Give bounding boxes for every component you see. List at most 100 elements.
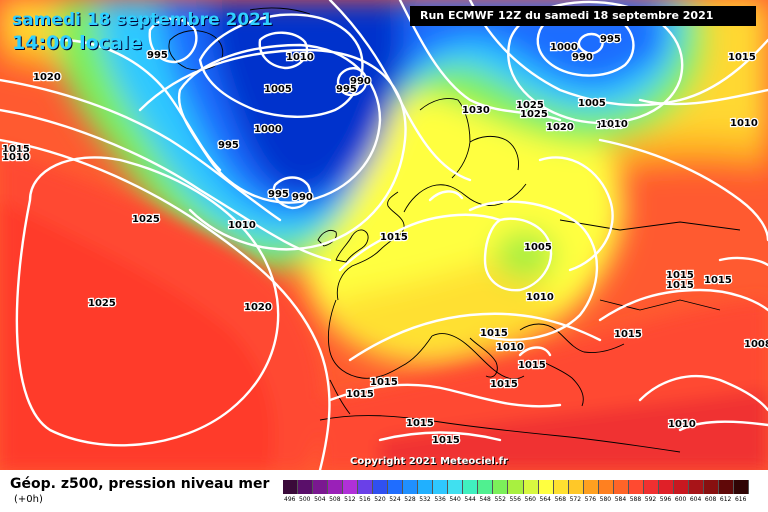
isobar-label: 1010: [2, 152, 30, 163]
isobar-label: 990: [292, 192, 313, 203]
scale-label: 616: [734, 496, 747, 503]
scale-label: 548: [479, 496, 491, 503]
scale-swatch: [613, 480, 629, 494]
scale-swatch: [658, 480, 674, 494]
scale-swatch: [688, 480, 704, 494]
isobar-label: 995: [336, 84, 357, 95]
isobar-label: 1015: [406, 418, 434, 429]
isobar-label: 995: [147, 50, 168, 61]
scale-swatch: [388, 480, 404, 494]
scale-swatch: [373, 480, 389, 494]
scale-label: 596: [659, 496, 672, 503]
scale-swatch: [298, 480, 314, 494]
scale-label: 544: [464, 496, 476, 503]
scale-swatch: [448, 480, 464, 494]
scale-label: 604: [689, 496, 702, 503]
scale-swatch: [598, 480, 614, 494]
scale-swatch: [463, 480, 479, 494]
scale-swatch: [583, 480, 599, 494]
map-date-title: samedi 18 septembre 2021: [12, 10, 273, 30]
scale-label: 532: [419, 496, 431, 503]
map-time-title: 14:00 locale: [12, 32, 143, 54]
scale-swatch: [523, 480, 539, 494]
isobar-label: 1025: [516, 100, 544, 111]
scale-swatch: [733, 480, 749, 494]
isobar-label: 1015: [432, 435, 460, 446]
isobar-label: 1030: [462, 105, 490, 116]
isobar-label: 1015: [346, 389, 374, 400]
scale-swatch: [718, 480, 734, 494]
scale-label: 556: [509, 496, 521, 503]
scale-label: 584: [614, 496, 627, 503]
scale-label: 560: [524, 496, 536, 503]
isobar-label: 1015: [380, 232, 408, 243]
isobar-label: 1008: [744, 339, 768, 350]
scale-label: 536: [434, 496, 446, 503]
isobar-label: 1015: [704, 275, 732, 286]
parameter-title: Géop. z500, pression niveau mer: [10, 476, 270, 492]
scale-swatch: [418, 480, 434, 494]
scale-label: 612: [719, 496, 732, 503]
isobar-label: 1020: [244, 302, 272, 313]
isobar-label: 1020: [33, 72, 61, 83]
isobar-label: 1025: [132, 214, 160, 225]
scale-swatch: [433, 480, 449, 494]
isobar-label: 1010: [668, 419, 696, 430]
scale-label: 568: [554, 496, 567, 503]
scale-swatch: [403, 480, 419, 494]
isobar-label: 990: [350, 76, 371, 87]
scale-swatch: [643, 480, 659, 494]
isobar-label: 1010: [228, 220, 256, 231]
isobar-label: 1025: [520, 109, 548, 120]
isobar-label: 1015: [666, 270, 694, 281]
scale-swatch: [553, 480, 569, 494]
isobar-label: 1005: [524, 242, 552, 253]
scale-label: 580: [599, 496, 612, 503]
isobar-label: 1015: [490, 379, 518, 390]
isobar-label: 995: [218, 140, 239, 151]
isobar-label: 1005: [578, 98, 606, 109]
forecast-step: (+0h): [14, 494, 43, 505]
legend-footer: Géop. z500, pression niveau mer (+0h) 49…: [0, 470, 768, 512]
scale-label: 552: [494, 496, 506, 503]
scale-swatch: [358, 480, 374, 494]
scale-label: 592: [644, 496, 657, 503]
isobar-label: 990: [572, 52, 593, 63]
scale-label: 608: [704, 496, 717, 503]
copyright-notice: Copyright 2021 Meteociel.fr: [350, 456, 508, 467]
scale-swatch: [283, 480, 299, 494]
scale-label: 600: [674, 496, 687, 503]
model-run-info: Run ECMWF 12Z du samedi 18 septembre 202…: [410, 6, 756, 26]
scale-label: 564: [539, 496, 551, 503]
scale-label: 572: [569, 496, 582, 503]
scale-swatch: [538, 480, 554, 494]
scale-swatch: [493, 480, 509, 494]
scale-label: 508: [329, 496, 341, 503]
isobar-label: 1015: [2, 144, 30, 155]
scale-label: 496: [284, 496, 296, 503]
scale-label: 576: [584, 496, 597, 503]
isobar-label: 1015: [666, 280, 694, 291]
isobar-label: 1015: [518, 360, 546, 371]
isobar-label: 1015: [370, 377, 398, 388]
isobar-label: 1015: [480, 328, 508, 339]
scale-swatch: [673, 480, 689, 494]
color-scale: 496 500 504 508 512 516 520 524 528 532 536 540 544 5…: [283, 480, 749, 506]
scale-label: 540: [449, 496, 461, 503]
scale-label: 528: [404, 496, 416, 503]
scale-swatch: [568, 480, 584, 494]
scale-label: 512: [344, 496, 356, 503]
scale-swatch: [703, 480, 719, 494]
isobars: [0, 0, 768, 470]
isobar-label: 1015: [614, 329, 642, 340]
isobar-label: 995: [268, 189, 289, 200]
isobar-label: 1010: [286, 52, 314, 63]
isobar-label: 1005: [264, 84, 292, 95]
scale-swatch: [343, 480, 359, 494]
isobar-label: 1000: [550, 42, 578, 53]
isobar-label: 1025: [88, 298, 116, 309]
scale-swatch: [328, 480, 344, 494]
isobar-label: 1010: [526, 292, 554, 303]
scale-label: 524: [389, 496, 401, 503]
